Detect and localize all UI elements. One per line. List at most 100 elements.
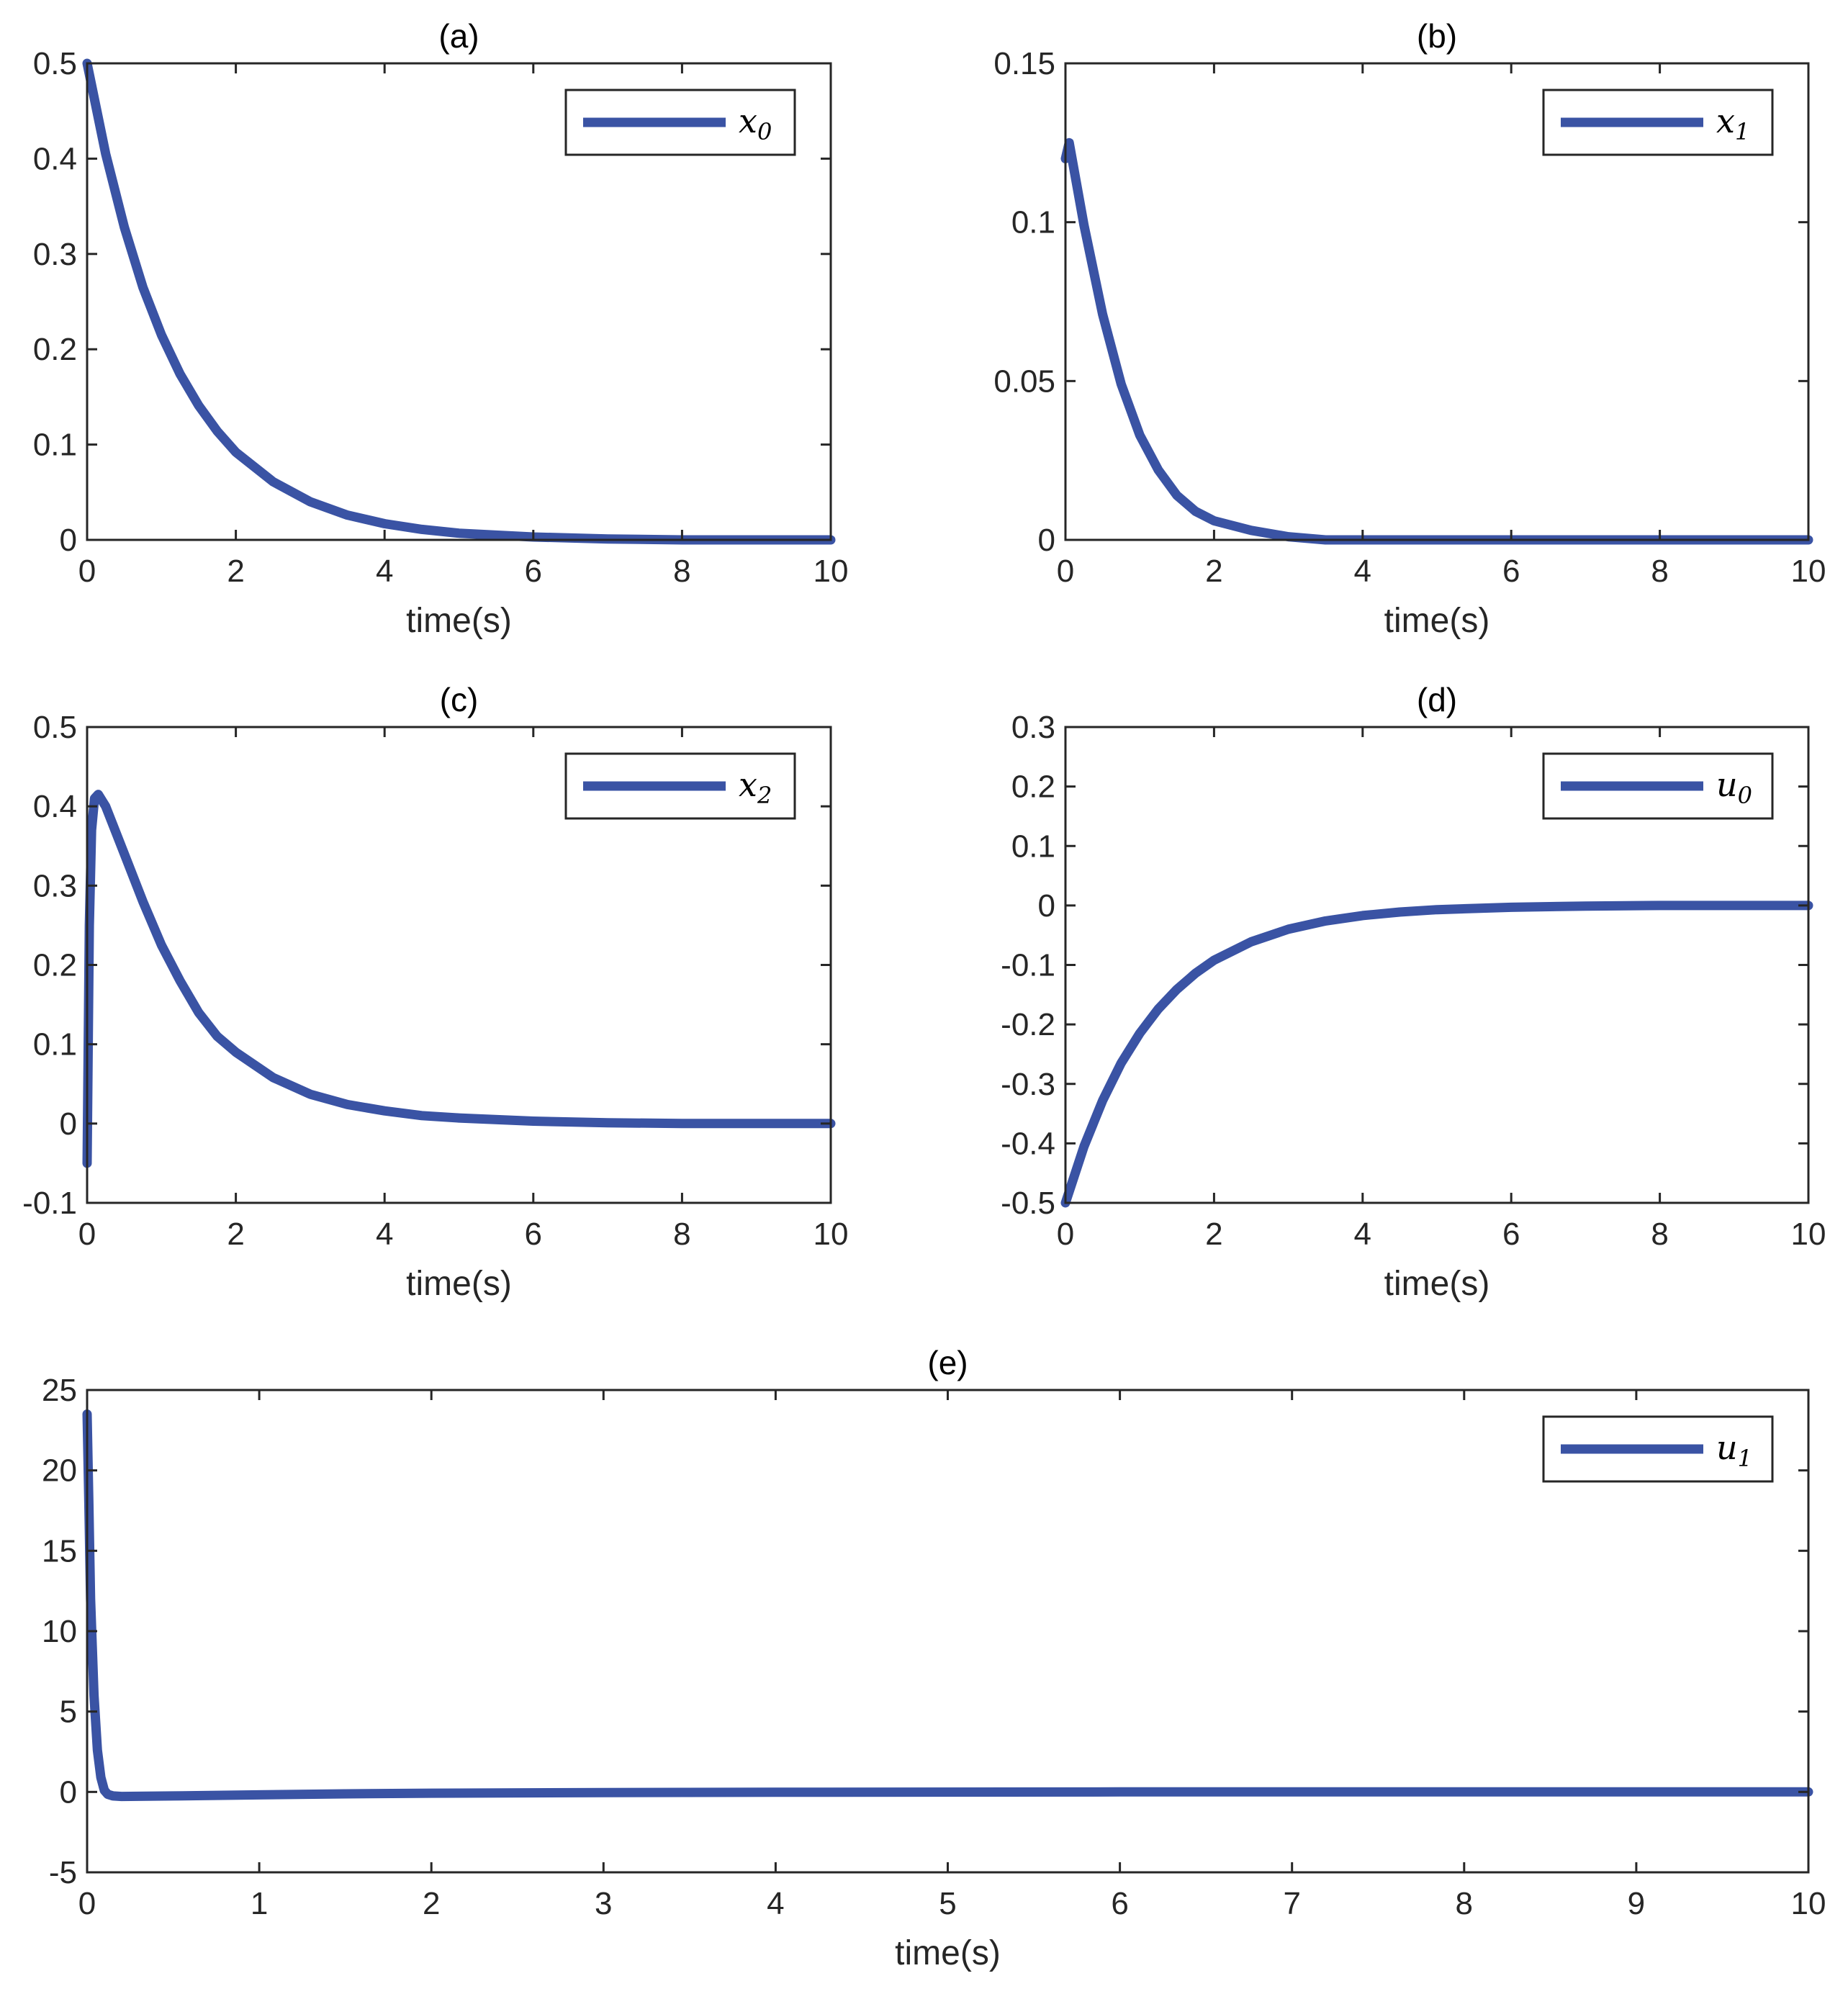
y-tick-label: -5 <box>49 1855 77 1890</box>
y-tick-label: 0.4 <box>33 789 77 824</box>
x-tick-label: 9 <box>1628 1886 1645 1921</box>
panel-b: 0 2 4 6 8 10 0 0.05 0.1 0.15 (b) time(s) x1 <box>993 17 1826 640</box>
chart-title: (c) <box>440 681 479 718</box>
y-tick-label: 0.4 <box>33 141 77 176</box>
x-tick-label: 4 <box>1354 1217 1371 1252</box>
y-tick-label: 0.15 <box>993 46 1055 81</box>
legend: x2 <box>564 752 796 820</box>
x-axis-label: time(s) <box>895 1934 1001 1972</box>
series-line-u1 <box>82 1409 1813 1802</box>
x-axis-label: time(s) <box>1384 602 1490 640</box>
y-tick-label: 0.2 <box>1011 770 1055 805</box>
panel-d: 0 2 4 6 8 10 -0.5 -0.4 -0.3 -0.2 -0.1 0 0.1 0.2 0.3 (d)… <box>1001 681 1826 1303</box>
legend-subscript: 2 <box>757 782 772 809</box>
axes-box <box>1064 62 1810 541</box>
y-tick-label: 0 <box>60 1774 77 1810</box>
x-tick-label: 10 <box>813 1217 849 1252</box>
legend-label: x1 <box>1716 101 1749 145</box>
legend-subscript: 1 <box>1735 118 1749 145</box>
x-tick-label: 6 <box>1111 1886 1128 1921</box>
legend-symbol: u <box>1716 1428 1738 1467</box>
x-tick-label: 8 <box>1456 1886 1473 1921</box>
x-tick-label: 3 <box>595 1886 612 1921</box>
x-axis-label: time(s) <box>1384 1265 1490 1303</box>
x-tick-label: 2 <box>227 1217 244 1252</box>
x-tick-label: 2 <box>227 554 244 589</box>
x-axis-label: time(s) <box>406 1265 512 1303</box>
x-tick-label: 4 <box>1354 554 1371 589</box>
x-tick-label: 0 <box>1057 554 1074 589</box>
y-tick-label: 5 <box>60 1695 77 1730</box>
legend: x1 <box>1542 89 1774 156</box>
legend-subscript: 1 <box>1738 1445 1752 1472</box>
legend-subscript: 0 <box>757 118 772 145</box>
y-tick-label: -0.1 <box>22 1186 77 1221</box>
series-line-u0 <box>1060 901 1813 1208</box>
legend-label: x2 <box>739 765 772 809</box>
legend-symbol: x <box>739 101 757 140</box>
x-tick-label: 4 <box>376 1217 393 1252</box>
x-tick-label: 8 <box>673 1217 690 1252</box>
chart-title: (d) <box>1417 681 1457 718</box>
y-tick-label: 0.1 <box>1011 829 1055 864</box>
x-tick-label: 4 <box>376 554 393 589</box>
x-tick-label: 6 <box>1502 1217 1520 1252</box>
x-tick-label: 8 <box>1651 554 1668 589</box>
axes-box <box>86 62 832 541</box>
y-tick-label: 20 <box>42 1453 77 1489</box>
y-tick-label: 0.2 <box>33 332 77 367</box>
x-tick-label: 10 <box>1791 1217 1826 1252</box>
x-tick-label: 6 <box>525 1217 542 1252</box>
legend-symbol: u <box>1716 765 1738 804</box>
y-tick-label: -0.5 <box>1001 1186 1055 1221</box>
x-tick-label: 5 <box>939 1886 956 1921</box>
x-tick-label: 10 <box>813 554 849 589</box>
y-tick-label: 10 <box>42 1614 77 1649</box>
y-tick-label: 0 <box>1038 523 1055 558</box>
series-line-x0 <box>82 58 836 545</box>
chart-title: (e) <box>927 1344 968 1381</box>
y-tick-label: 0.1 <box>33 1027 77 1062</box>
y-tick-label: 25 <box>42 1373 77 1408</box>
y-tick-label: 0.3 <box>33 868 77 903</box>
legend-symbol: x <box>739 765 757 804</box>
x-tick-label: 10 <box>1791 554 1826 589</box>
legend-symbol: x <box>1716 101 1735 140</box>
series-line-x2 <box>82 790 836 1168</box>
y-tick-label: 0.05 <box>993 364 1055 399</box>
x-tick-label: 7 <box>1283 1886 1300 1921</box>
x-tick-label: 2 <box>1205 554 1222 589</box>
x-tick-label: 0 <box>78 1217 96 1252</box>
legend-label: u1 <box>1716 1428 1752 1472</box>
legend: u1 <box>1542 1415 1774 1483</box>
y-tick-label: 0.1 <box>33 428 77 463</box>
y-tick-label: -0.4 <box>1001 1126 1055 1161</box>
y-tick-label: 0 <box>60 523 77 558</box>
y-tick-label: 0.5 <box>33 710 77 745</box>
y-tick-label: -0.2 <box>1001 1007 1055 1042</box>
legend: x0 <box>564 89 796 156</box>
y-tick-label: 0 <box>60 1106 77 1142</box>
legend: u0 <box>1542 752 1774 820</box>
y-tick-label: 0 <box>1038 888 1055 924</box>
x-axis-label: time(s) <box>406 602 512 640</box>
y-tick-label: 15 <box>42 1533 77 1569</box>
x-tick-label: 2 <box>423 1886 440 1921</box>
legend-subscript: 0 <box>1738 782 1752 809</box>
chart-title: (a) <box>438 17 479 55</box>
y-tick-label: 0.3 <box>1011 710 1055 745</box>
y-tick-label: 0.1 <box>1011 205 1055 240</box>
x-tick-label: 1 <box>251 1886 268 1921</box>
y-tick-label: 0.2 <box>33 948 77 983</box>
legend-label: x0 <box>739 101 772 145</box>
chart-title: (b) <box>1417 17 1457 55</box>
x-tick-label: 10 <box>1791 1886 1826 1921</box>
x-tick-label: 8 <box>1651 1217 1668 1252</box>
x-tick-label: 0 <box>78 1886 96 1921</box>
y-tick-label: 0.3 <box>33 237 77 272</box>
y-tick-label: 0.5 <box>33 46 77 81</box>
x-tick-label: 2 <box>1205 1217 1222 1252</box>
